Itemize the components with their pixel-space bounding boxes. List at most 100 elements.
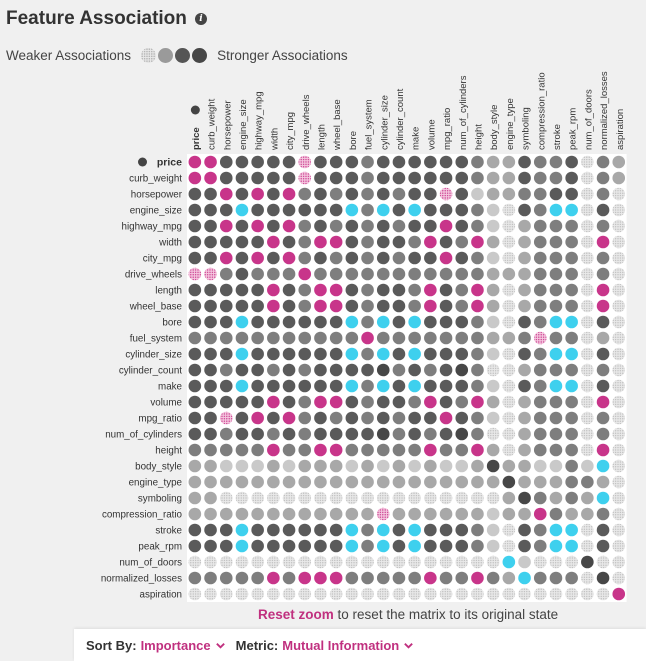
matrix-cell[interactable]: [439, 459, 453, 473]
matrix-cell[interactable]: [329, 571, 343, 585]
matrix-cell[interactable]: [439, 555, 453, 569]
matrix-cell[interactable]: [471, 411, 484, 425]
matrix-cell[interactable]: [424, 491, 437, 505]
matrix-cell[interactable]: [376, 267, 390, 281]
matrix-cell[interactable]: [219, 267, 233, 281]
column-label-fuel_system[interactable]: fuel_system: [364, 99, 375, 150]
matrix-cell[interactable]: [392, 219, 406, 233]
matrix-cell[interactable]: [345, 587, 359, 601]
matrix-cell[interactable]: [376, 347, 390, 361]
matrix-cell[interactable]: [204, 427, 217, 441]
matrix-cell[interactable]: [424, 203, 437, 217]
matrix-cell[interactable]: [518, 251, 531, 265]
matrix-cell[interactable]: [235, 523, 249, 537]
matrix-cell[interactable]: [486, 491, 500, 505]
matrix-cell[interactable]: [204, 347, 217, 361]
matrix-cell[interactable]: [455, 235, 469, 249]
matrix-cell[interactable]: [282, 187, 296, 201]
matrix-cell[interactable]: [502, 587, 516, 601]
matrix-cell[interactable]: [345, 283, 359, 297]
matrix-cell[interactable]: [408, 491, 421, 505]
matrix-cell[interactable]: [251, 203, 264, 217]
matrix-cell[interactable]: [408, 235, 421, 249]
matrix-cell[interactable]: [565, 251, 578, 265]
matrix-cell[interactable]: [549, 555, 563, 569]
matrix-cell[interactable]: [204, 187, 217, 201]
matrix-cell[interactable]: [518, 443, 531, 457]
matrix-cell[interactable]: [596, 363, 610, 377]
matrix-cell[interactable]: [392, 251, 406, 265]
matrix-cell[interactable]: [219, 171, 233, 185]
matrix-cell[interactable]: [486, 171, 500, 185]
matrix-cell[interactable]: [204, 155, 217, 169]
matrix-cell[interactable]: [612, 523, 626, 537]
matrix-cell[interactable]: [518, 523, 531, 537]
column-label-height[interactable]: height: [473, 124, 484, 150]
matrix-cell[interactable]: [235, 315, 249, 329]
matrix-cell[interactable]: [188, 203, 202, 217]
matrix-cell[interactable]: [204, 315, 217, 329]
matrix-cell[interactable]: [471, 395, 484, 409]
matrix-cell[interactable]: [533, 507, 547, 521]
matrix-cell[interactable]: [471, 299, 484, 313]
matrix-cell[interactable]: [455, 347, 469, 361]
matrix-cell[interactable]: [219, 235, 233, 249]
matrix-cell[interactable]: [533, 363, 547, 377]
matrix-cell[interactable]: [533, 523, 547, 537]
matrix-cell[interactable]: [314, 395, 327, 409]
matrix-cell[interactable]: [251, 299, 264, 313]
matrix-cell[interactable]: [565, 219, 578, 233]
matrix-cell[interactable]: [282, 555, 296, 569]
matrix-cell[interactable]: [612, 299, 626, 313]
matrix-cell[interactable]: [471, 571, 484, 585]
column-label-num_of_cylinders[interactable]: num_of_cylinders: [458, 75, 469, 150]
column-label-horsepower[interactable]: horsepower: [222, 100, 233, 150]
matrix-cell[interactable]: [267, 267, 280, 281]
matrix-cell[interactable]: [612, 171, 626, 185]
column-label-bore[interactable]: bore: [348, 131, 359, 150]
matrix-cell[interactable]: [298, 379, 312, 393]
info-icon[interactable]: [190, 105, 200, 115]
matrix-cell[interactable]: [596, 171, 610, 185]
matrix-cell[interactable]: [282, 395, 296, 409]
column-label-num_of_doors[interactable]: num_of_doors: [583, 89, 594, 150]
matrix-cell[interactable]: [376, 443, 390, 457]
matrix-cells[interactable]: [188, 155, 626, 601]
matrix-cell[interactable]: [471, 539, 484, 553]
matrix-cell[interactable]: [596, 459, 610, 473]
matrix-cell[interactable]: [424, 267, 437, 281]
matrix-cell[interactable]: [204, 283, 217, 297]
matrix-cell[interactable]: [188, 171, 202, 185]
matrix-cell[interactable]: [235, 203, 249, 217]
matrix-cell[interactable]: [188, 315, 202, 329]
matrix-cell[interactable]: [282, 379, 296, 393]
matrix-cell[interactable]: [533, 203, 547, 217]
matrix-cell[interactable]: [549, 507, 563, 521]
matrix-cell[interactable]: [533, 315, 547, 329]
matrix-cell[interactable]: [204, 251, 217, 265]
matrix-cell[interactable]: [204, 363, 217, 377]
matrix-cell[interactable]: [581, 507, 594, 521]
matrix-cell[interactable]: [361, 411, 374, 425]
column-label-volume[interactable]: volume: [426, 119, 437, 150]
matrix-cell[interactable]: [408, 587, 421, 601]
matrix-cell[interactable]: [596, 443, 610, 457]
matrix-cell[interactable]: [314, 171, 327, 185]
matrix-cell[interactable]: [219, 315, 233, 329]
matrix-cell[interactable]: [581, 379, 594, 393]
matrix-cell[interactable]: [298, 155, 312, 169]
matrix-cell[interactable]: [235, 267, 249, 281]
matrix-cell[interactable]: [298, 235, 312, 249]
matrix-cell[interactable]: [361, 203, 374, 217]
matrix-cell[interactable]: [565, 507, 578, 521]
matrix-cell[interactable]: [267, 523, 280, 537]
matrix-cell[interactable]: [282, 411, 296, 425]
matrix-cell[interactable]: [439, 363, 453, 377]
matrix-cell[interactable]: [565, 267, 578, 281]
matrix-cell[interactable]: [345, 203, 359, 217]
matrix-cell[interactable]: [345, 427, 359, 441]
info-icon[interactable]: [138, 157, 147, 167]
matrix-cell[interactable]: [188, 491, 202, 505]
matrix-cell[interactable]: [549, 347, 563, 361]
matrix-cell[interactable]: [549, 235, 563, 249]
